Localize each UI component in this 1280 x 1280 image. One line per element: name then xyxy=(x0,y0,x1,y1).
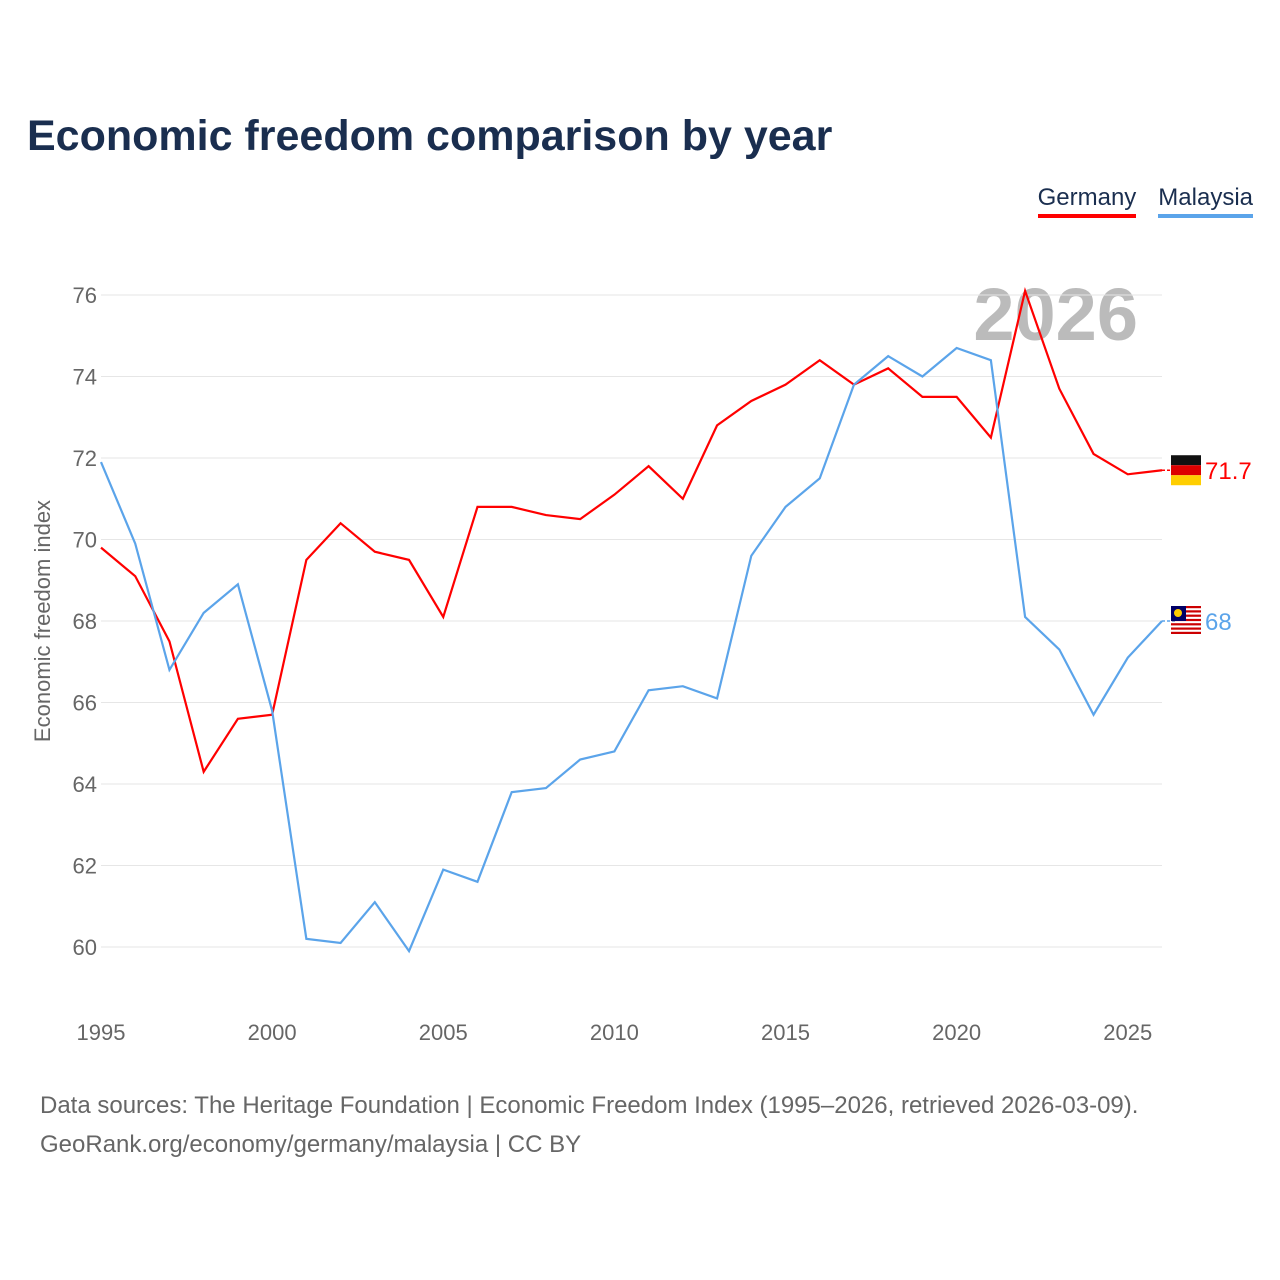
x-tick-label: 2005 xyxy=(419,1020,468,1045)
y-tick-label: 74 xyxy=(73,365,97,390)
flag-malaysia-icon xyxy=(1174,609,1182,617)
y-tick-label: 70 xyxy=(73,528,97,553)
watermark-year: 2026 xyxy=(973,273,1138,356)
x-tick-label: 2010 xyxy=(590,1020,639,1045)
y-tick-label: 76 xyxy=(73,283,97,308)
y-tick-label: 60 xyxy=(73,935,97,960)
chart-title: Economic freedom comparison by year xyxy=(27,112,833,160)
flag-germany-icon xyxy=(1171,475,1201,486)
flag-malaysia-icon xyxy=(1171,623,1201,626)
y-tick-label: 68 xyxy=(73,609,97,634)
x-tick-label: 2000 xyxy=(248,1020,297,1045)
series-line-germany xyxy=(100,286,1163,775)
y-tick-label: 72 xyxy=(73,446,97,471)
x-tick-label: 2020 xyxy=(932,1020,981,1045)
legend: Germany Malaysia xyxy=(1037,184,1253,218)
flag-malaysia-icon xyxy=(1171,631,1201,634)
flag-malaysia-icon xyxy=(1171,627,1201,630)
source-link[interactable]: GeoRank.org/economy/germany/malaysia | C… xyxy=(40,1131,582,1158)
end-value-label-germany: 71.7 xyxy=(1205,458,1252,485)
data-source: Data sources: The Heritage Foundation | … xyxy=(40,1092,1139,1119)
legend-germany[interactable]: Germany xyxy=(1037,184,1137,218)
y-tick-label: 66 xyxy=(73,691,97,716)
y-tick-label: 64 xyxy=(73,772,97,797)
legend-malaysia[interactable]: Malaysia xyxy=(1158,184,1253,218)
x-tick-label: 2025 xyxy=(1103,1020,1152,1045)
x-tick-label: 2015 xyxy=(761,1020,810,1045)
flag-germany-icon xyxy=(1171,455,1201,466)
y-axis-label: Economic freedom index xyxy=(30,500,55,742)
flag-germany-icon xyxy=(1171,465,1201,476)
y-tick-label: 62 xyxy=(73,854,97,879)
x-tick-label: 1995 xyxy=(77,1020,126,1045)
end-value-label-malaysia: 68 xyxy=(1205,609,1232,636)
footer: Data sources: The Heritage Foundation | … xyxy=(40,1086,1138,1164)
series-line-malaysia xyxy=(99,346,1163,954)
